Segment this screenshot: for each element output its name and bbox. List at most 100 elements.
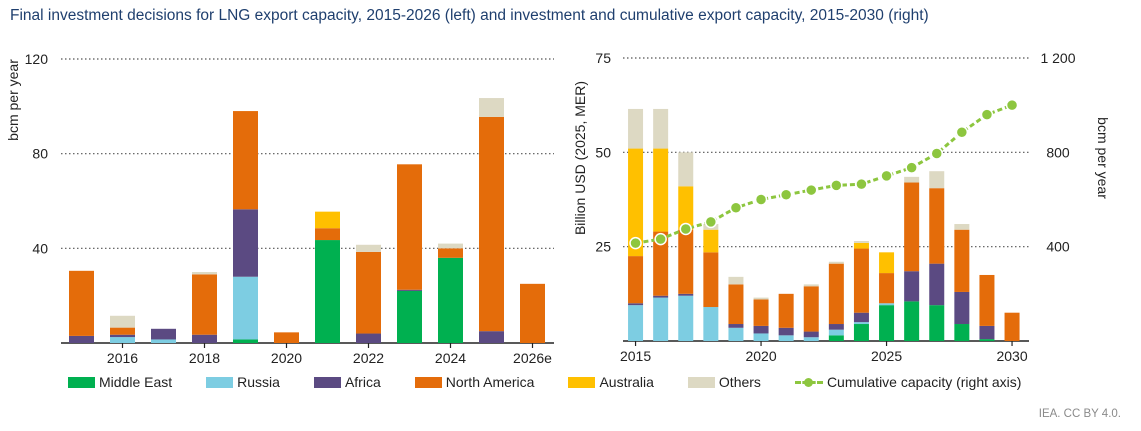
chart0-ytick-label: 120 (25, 51, 49, 67)
chart1-bar-others-2028 (954, 224, 970, 230)
chart1-cumulative-point-2027 (930, 147, 943, 160)
chart1-bar-russia-2024 (853, 322, 869, 325)
chart1-bar-others-2017 (678, 152, 694, 187)
legend-swatch (687, 376, 715, 388)
chart1-xtick-label: 2025 (871, 348, 902, 364)
chart1-bar-north-america-2029 (979, 274, 995, 326)
chart0-bar-russia-2016 (110, 337, 135, 343)
chart1-bar-middle-east-2029 (979, 339, 995, 341)
chart1-bar-others-2027 (929, 171, 945, 189)
chart1-cumulative-point-2023 (830, 179, 843, 192)
chart1-bar-russia-2018 (703, 307, 719, 341)
chart0-xtick-label: 2016 (107, 350, 138, 366)
chart1-bar-others-2015 (628, 108, 644, 149)
chart1-cumulative-point-2024 (855, 177, 868, 191)
chart0-bar-middle-east-2024 (438, 257, 463, 343)
chart1-cumulative-point-2021 (779, 188, 793, 202)
chart0-xtick-label: 2024 (435, 350, 466, 366)
chart1-y2-axis-label: bcm per year (1095, 117, 1111, 199)
chart0-bar-africa-2022 (356, 333, 381, 343)
chart0-bar-africa-2015 (69, 335, 94, 343)
chart1-bar-africa-2027 (929, 263, 945, 306)
chart0-bar-russia-2019 (233, 276, 258, 340)
legend-label: Australia (599, 374, 654, 390)
legend-swatch (206, 376, 234, 388)
legend-label: North America (445, 374, 535, 390)
chart1-bar-north-america-2027 (929, 188, 945, 264)
chart1-bar-middle-east-2025 (879, 305, 895, 341)
legend: Middle East Russia Africa North America Aust… (68, 372, 1055, 392)
chart0-bar-north-america-2026e (520, 283, 545, 343)
chart1-ytick-label: 50 (595, 144, 611, 160)
chart1-bar-north-america-2026 (904, 182, 920, 272)
legend-swatch (414, 376, 442, 388)
chart0-bar-russia-2017 (151, 339, 176, 343)
chart0-xtick-label: 2026e (513, 350, 552, 366)
legend-swatch (568, 376, 596, 388)
chart1-bar-north-america-2019 (728, 284, 744, 325)
chart1-bar-north-america-2020 (753, 299, 769, 326)
chart0-bar-north-america-2015 (69, 270, 94, 336)
chart1-bar-australia-2018 (703, 229, 719, 253)
chart1-bar-north-america-2021 (778, 293, 794, 328)
chart1-bar-north-america-2022 (803, 286, 819, 332)
chart1-bar-australia-2017 (678, 186, 694, 230)
chart1-bar-russia-2019 (728, 327, 744, 341)
chart0-bar-north-america-2025 (479, 116, 504, 332)
chart1-bar-north-america-2016 (653, 231, 669, 296)
legend-item-africa: Africa (313, 374, 381, 390)
chart0-bar-africa-2019 (233, 209, 258, 277)
chart1-bar-africa-2020 (753, 325, 769, 334)
chart0-bar-australia-2021 (315, 211, 340, 229)
chart1-bar-others-2023 (828, 261, 844, 264)
chart1-bar-middle-east-2024 (853, 324, 869, 341)
chart1-y2tick-label: 400 (1046, 239, 1070, 255)
chart1-cumulative-point-2018 (704, 215, 718, 229)
chart0-bar-middle-east-2023 (397, 290, 422, 343)
chart1-cumulative-point-2025 (880, 169, 893, 183)
chart1-bar-australia-2025 (879, 252, 895, 274)
legend-label: Middle East (99, 374, 173, 390)
legend-item-others: Others (687, 374, 761, 390)
chart1-bar-north-america-2025 (879, 273, 895, 304)
chart-title: Final investment decisions for LNG expor… (10, 7, 929, 24)
chart0-bar-north-america-2021 (315, 228, 340, 241)
legend-label: Cumulative capacity (right axis) (826, 374, 1022, 390)
chart1-bar-others-2020 (753, 297, 769, 300)
chart1-bar-russia-2025 (879, 303, 895, 306)
chart0-bar-middle-east-2019 (233, 339, 258, 343)
legend-label: Africa (344, 374, 381, 390)
chart1-bar-australia-2024 (853, 242, 869, 249)
chart1-bar-russia-2023 (828, 329, 844, 336)
chart1-bar-others-2026 (904, 176, 920, 183)
chart0-xtick-label: 2022 (353, 350, 384, 366)
chart1-bar-africa-2021 (778, 327, 794, 336)
chart1-bar-russia-2021 (778, 335, 794, 341)
chart1-ytick-label: 25 (595, 239, 611, 255)
chart1-y2tick-label: 800 (1046, 144, 1070, 160)
chart1-bar-australia-2016 (653, 148, 669, 232)
chart1-bar-middle-east-2023 (828, 335, 844, 341)
chart0-bar-africa-2023 (397, 289, 422, 291)
legend-item-australia: Australia (568, 374, 654, 390)
chart1-ytick-label: 75 (595, 50, 611, 66)
chart1-bar-russia-2022 (803, 337, 819, 341)
chart1-cumulative-point-2020 (754, 193, 768, 206)
chart0-ytick-label: 40 (32, 240, 48, 256)
chart1-bar-africa-2028 (954, 291, 970, 325)
chart0-bar-africa-2017 (151, 328, 176, 340)
chart0-xtick-label: 2020 (271, 350, 302, 366)
chart1-bar-north-america-2024 (853, 248, 869, 313)
legend-swatch (68, 376, 95, 388)
chart1-cumulative-point-2022 (805, 183, 818, 197)
legend-label: Others (718, 374, 761, 390)
chart0-bar-north-america-2022 (356, 251, 381, 334)
chart0-bar-others-2025 (479, 98, 504, 117)
chart1-bar-middle-east-2026 (904, 301, 920, 341)
chart1-y2tick-label: 1 200 (1040, 50, 1075, 66)
source-note: IEA. CC BY 4.0. (1038, 408, 1121, 420)
chart1-bar-north-america-2017 (678, 229, 694, 294)
chart0-bar-north-america-2016 (110, 327, 135, 335)
chart1-bar-africa-2015 (628, 303, 644, 306)
chart1-bar-others-2019 (728, 276, 744, 285)
